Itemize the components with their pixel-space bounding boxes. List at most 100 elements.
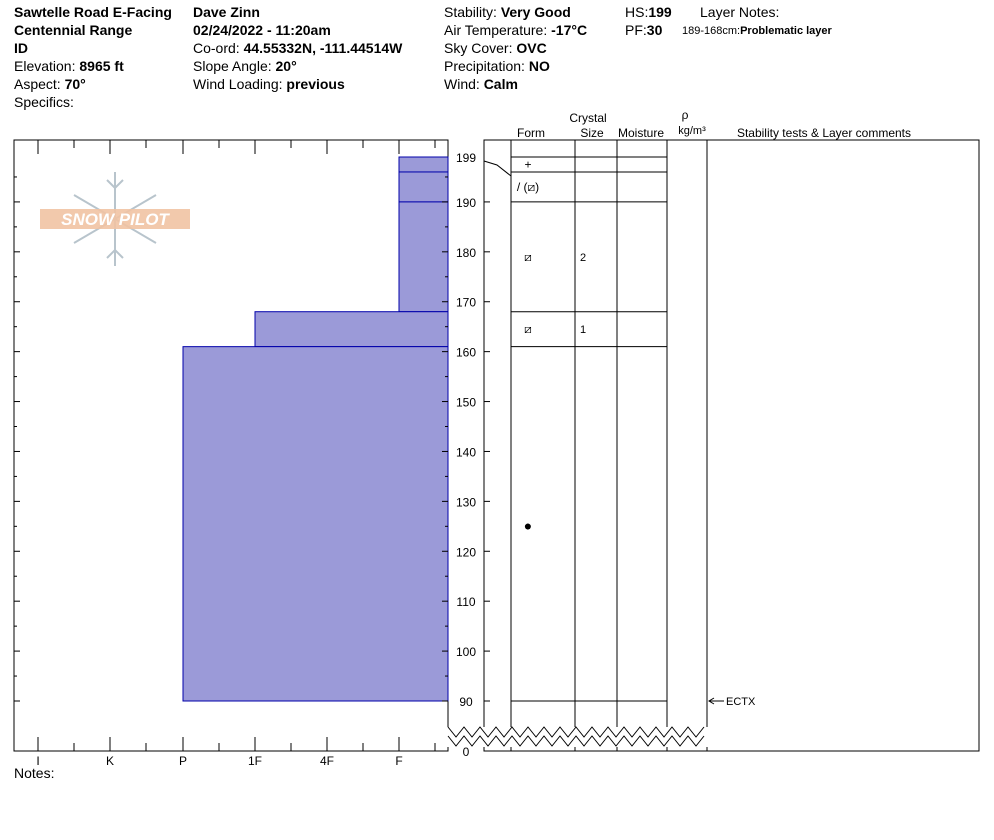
hardness-tick-label: P: [179, 754, 187, 768]
form-header: Form: [517, 126, 545, 140]
coord-value: 44.55332N, -111.44514W: [243, 40, 403, 56]
hardness-layer-bar: [254, 311, 449, 348]
depth-tick-label: 90: [459, 695, 473, 709]
aspect: Aspect: 70°: [14, 75, 172, 93]
size-header: Size: [580, 126, 604, 140]
elevation-value: 8965 ft: [79, 58, 124, 74]
crystal-form-symbol: +: [524, 157, 531, 171]
depth-tick-label: 100: [456, 645, 476, 659]
pf: PF:30: [625, 21, 672, 39]
location-name: Sawtelle Road E-Facing: [14, 4, 172, 20]
air-temp-label: Air Temperature:: [444, 22, 552, 38]
depth-tick-label: 190: [456, 196, 476, 210]
crystal-form-symbol: / (⧄): [517, 180, 539, 194]
sky-value: OVC: [516, 40, 547, 56]
header-observation: Dave Zinn 02/24/2022 - 11:20am Co-ord: 4…: [193, 3, 402, 93]
axis-break-zigzag: [447, 735, 705, 747]
depth-tick-label: 130: [456, 495, 476, 509]
comments-header: Stability tests & Layer comments: [737, 126, 911, 140]
coordinates: Co-ord: 44.55332N, -111.44514W: [193, 39, 402, 57]
break-mask: [447, 727, 708, 747]
elevation: Elevation: 8965 ft: [14, 57, 172, 75]
depth-tick-label: 150: [456, 396, 476, 410]
layer-connector-line: [483, 160, 512, 177]
wind: Wind: Calm: [444, 75, 587, 93]
depth-tick-label: 120: [456, 545, 476, 559]
sky-label: Sky Cover:: [444, 40, 517, 56]
hs: HS:199: [625, 3, 672, 21]
hs-value: 199: [648, 4, 672, 20]
stability-label: Stability:: [444, 4, 501, 20]
stability: Stability: Very Good: [444, 3, 587, 21]
coord-label: Co-ord:: [193, 40, 244, 56]
air-temp-value: -17°C: [551, 22, 588, 38]
specifics-label: Specifics:: [14, 94, 74, 110]
layer-note-range: 189-168cm:: [682, 25, 741, 37]
crystal-size-value: 2: [580, 252, 586, 264]
hs-label: HS:: [625, 4, 649, 20]
density-unit-header: kg/m³: [678, 125, 706, 137]
precip-label: Precipitation:: [444, 58, 529, 74]
elevation-label: Elevation:: [14, 58, 80, 74]
wind-loading: Wind Loading: previous: [193, 75, 402, 93]
observer-name: Dave Zinn: [193, 4, 260, 20]
logo-banner: [40, 209, 190, 229]
crystal-form-symbol: ●: [524, 517, 532, 533]
layer-note: 189-168cm:Problematic layer: [682, 22, 832, 40]
depth-tick-label: 199: [456, 151, 476, 165]
pf-label: PF:: [625, 22, 647, 38]
rho-header: ρ: [682, 108, 689, 122]
depth-tick-label: 160: [456, 346, 476, 360]
depth-tick-label: 170: [456, 296, 476, 310]
air-temperature: Air Temperature: -17°C: [444, 21, 587, 39]
hardness-layer-bar: [398, 171, 449, 203]
sky-cover: Sky Cover: OVC: [444, 39, 587, 57]
hardness-tick-label: F: [395, 754, 402, 768]
depth-tick-label: 110: [456, 595, 475, 609]
stability-value: Very Good: [500, 4, 571, 20]
wind-loading-label: Wind Loading:: [193, 76, 287, 92]
aspect-label: Aspect:: [14, 76, 65, 92]
header-site: Sawtelle Road E-Facing Centennial Range …: [14, 3, 172, 111]
crystal-form-symbol: ⧄: [524, 250, 532, 264]
hardness-tick-label: 1F: [248, 754, 262, 768]
aspect-value: 70°: [64, 76, 86, 92]
wind-loading-value: previous: [286, 76, 345, 92]
crystal-size-value: 1: [580, 324, 586, 336]
range-name: Centennial Range: [14, 22, 133, 38]
state-name: ID: [14, 40, 28, 56]
snowpilot-logo: SNOW PILOT: [40, 172, 190, 266]
layer-table-frame: [483, 139, 980, 752]
slope-angle: Slope Angle: 20°: [193, 57, 402, 75]
wind-value: Calm: [483, 76, 518, 92]
depth-tick-label: 0: [463, 745, 470, 759]
header-layer-notes: Layer Notes:: [700, 3, 779, 21]
depth-tick-label: 140: [456, 445, 476, 459]
slope-label: Slope Angle:: [193, 58, 276, 74]
observation-datetime: 02/24/2022 - 11:20am: [193, 22, 331, 38]
layer-notes-label: Layer Notes:: [700, 4, 780, 20]
stability-test-label: ECTX: [726, 696, 756, 708]
header-depths: HS:199 PF:30: [625, 3, 672, 39]
hardness-layer-bar: [398, 201, 449, 313]
logo-text: SNOW PILOT: [61, 210, 170, 229]
precipitation: Precipitation: NO: [444, 57, 587, 75]
pf-value: 30: [646, 22, 663, 38]
header-conditions: Stability: Very Good Air Temperature: -1…: [444, 3, 587, 93]
layer-note-text: Problematic layer: [740, 25, 832, 37]
hardness-tick-label: K: [106, 754, 114, 768]
moisture-header: Moisture: [618, 126, 664, 140]
hardness-tick-label: I: [36, 754, 39, 768]
test-arrow-head: [708, 697, 715, 705]
hardness-tick-label: 4F: [320, 754, 334, 768]
notes-label: Notes:: [14, 765, 55, 781]
hardness-layer-bar: [398, 156, 449, 173]
crystal-header: Crystal: [569, 111, 606, 125]
axis-break-zigzag: [447, 726, 705, 738]
crystal-form-symbol: ⧄: [524, 322, 532, 336]
hardness-layer-bar: [182, 346, 449, 702]
slope-value: 20°: [275, 58, 297, 74]
precip-value: NO: [528, 58, 550, 74]
wind-label: Wind:: [444, 76, 484, 92]
